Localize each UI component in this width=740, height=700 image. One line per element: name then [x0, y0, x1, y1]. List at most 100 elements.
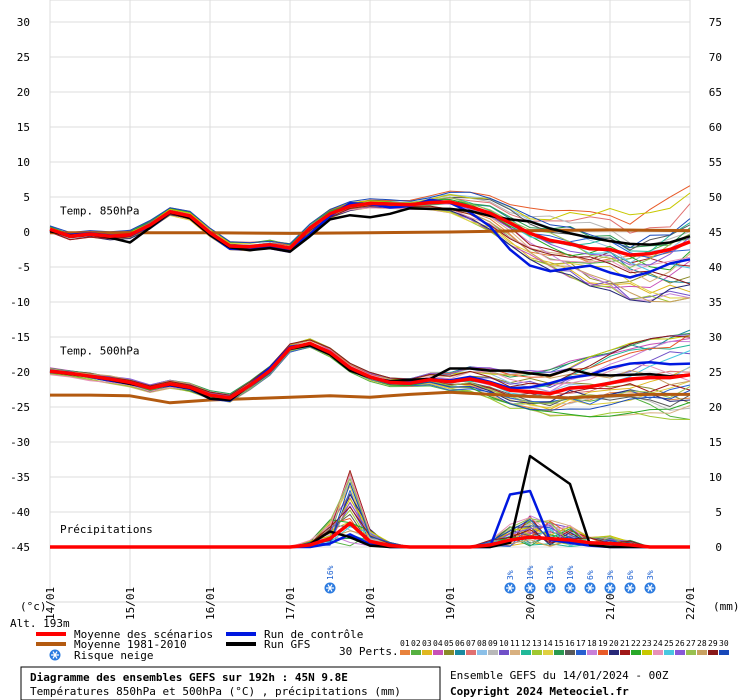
- snowflake-icon: [624, 582, 636, 594]
- left-tick-label: -45: [10, 541, 30, 554]
- legend-label: Run GFS: [264, 638, 310, 651]
- left-tick-label: -20: [10, 366, 30, 379]
- pert-swatch: [466, 650, 476, 655]
- snowflake-icon: [49, 649, 61, 661]
- snowflake-arm: [507, 584, 513, 592]
- pert-swatch: [642, 650, 652, 655]
- pert-swatch: [433, 650, 443, 655]
- snow-risk-pct: 16%: [326, 565, 335, 580]
- right-tick-label: 20: [709, 401, 722, 414]
- snow-risk-pct: 10%: [526, 565, 535, 580]
- pert-swatch: [521, 650, 531, 655]
- pert-number: 12: [521, 639, 531, 648]
- pert-swatch: [620, 650, 630, 655]
- right-tick-label: 0: [715, 541, 722, 554]
- left-tick-label: 30: [17, 16, 30, 29]
- pert-number: 20: [609, 639, 619, 648]
- pert-swatch: [576, 650, 586, 655]
- snowflake-arm: [587, 584, 593, 592]
- left-axis-unit: (°c): [20, 600, 47, 613]
- pert-number: 24: [653, 639, 663, 648]
- snowflake-icon: [504, 582, 516, 594]
- snow-risk-markers: 16% 3% 10% 19% 10% 6% 3% 6% 3%: [324, 565, 656, 594]
- left-tick-label: -25: [10, 401, 30, 414]
- legend-label: Risque neige: [74, 649, 153, 662]
- pert-number: 09: [488, 639, 498, 648]
- left-tick-label: 25: [17, 51, 30, 64]
- pert-swatch: [554, 650, 564, 655]
- pert-swatch: [719, 650, 729, 655]
- right-tick-label: 10: [709, 471, 722, 484]
- pert-swatch: [477, 650, 487, 655]
- snowflake-icon: [644, 582, 656, 594]
- run-info: Ensemble GEFS du 14/01/2024 - 00Z: [450, 669, 669, 682]
- pert-swatch: [664, 650, 674, 655]
- right-tick-label: 35: [709, 296, 722, 309]
- pert-number: 23: [642, 639, 652, 648]
- pert-swatch: [400, 650, 410, 655]
- left-tick-label: 10: [17, 156, 30, 169]
- snowflake-arm: [627, 584, 633, 592]
- pert-number: 14: [543, 639, 553, 648]
- snow-risk-pct: 3%: [606, 570, 615, 580]
- left-tick-label: 15: [17, 121, 30, 134]
- pert-number: 29: [708, 639, 718, 648]
- right-tick-label: 45: [709, 226, 722, 239]
- series-line: [50, 521, 690, 549]
- pert-number: 16: [565, 639, 575, 648]
- pert-number: 19: [598, 639, 608, 648]
- chart-subtitle: Températures 850hPa et 500hPa (°C) , pré…: [30, 685, 401, 698]
- section-label: Précipitations: [60, 523, 153, 536]
- grid: [49, 0, 691, 603]
- pert-number: 28: [697, 639, 707, 648]
- snow-risk-pct: 3%: [506, 570, 515, 580]
- pert-swatch: [631, 650, 641, 655]
- perts-label: 30 Perts.: [339, 645, 399, 658]
- date-tick-label: 20/01: [524, 587, 537, 620]
- series-line: [50, 390, 690, 405]
- snow-risk-pct: 10%: [566, 565, 575, 580]
- series-line: [49, 341, 691, 400]
- member-line-29: [49, 335, 691, 396]
- right-tick-label: 60: [709, 121, 722, 134]
- date-tick-label: 19/01: [444, 587, 457, 620]
- pert-number: 08: [477, 639, 487, 648]
- left-tick-label: -5: [17, 261, 30, 274]
- pert-swatch: [587, 650, 597, 655]
- left-tick-label: -40: [10, 506, 30, 519]
- pert-swatch: [499, 650, 509, 655]
- pert-swatch: [697, 650, 707, 655]
- pert-number: 22: [631, 639, 641, 648]
- pert-swatch: [422, 650, 432, 655]
- copyright: Copyright 2024 Meteociel.fr: [450, 685, 629, 698]
- pert-swatch: [598, 650, 608, 655]
- section-label: Temp. 850hPa: [60, 205, 139, 218]
- pert-swatch: [488, 650, 498, 655]
- footer: Diagramme des ensembles GEFS sur 192h : …: [20, 666, 669, 700]
- pert-swatch: [455, 650, 465, 655]
- series-line: [49, 200, 691, 257]
- snowflake-icon: [544, 582, 556, 594]
- pert-number: 18: [587, 639, 597, 648]
- right-tick-label: 25: [709, 366, 722, 379]
- pert-swatch: [565, 650, 575, 655]
- pert-number: 07: [466, 639, 476, 648]
- snowflake-icon: [604, 582, 616, 594]
- pert-number: 25: [664, 639, 674, 648]
- pert-number: 02: [411, 639, 421, 648]
- pert-swatch: [686, 650, 696, 655]
- chart-title: Diagramme des ensembles GEFS sur 192h : …: [30, 671, 348, 684]
- section-label: Temp. 500hPa: [60, 345, 139, 358]
- left-tick-label: 0: [23, 226, 30, 239]
- snowflake-icon: [324, 582, 336, 594]
- snowflake-arm: [567, 584, 573, 592]
- pert-number: 27: [686, 639, 696, 648]
- snow-risk-pct: 19%: [546, 565, 555, 580]
- altitude-label: Alt. 193m: [10, 617, 70, 630]
- series-line: [50, 228, 691, 235]
- pert-number: 03: [422, 639, 432, 648]
- left-tick-label: -35: [10, 471, 30, 484]
